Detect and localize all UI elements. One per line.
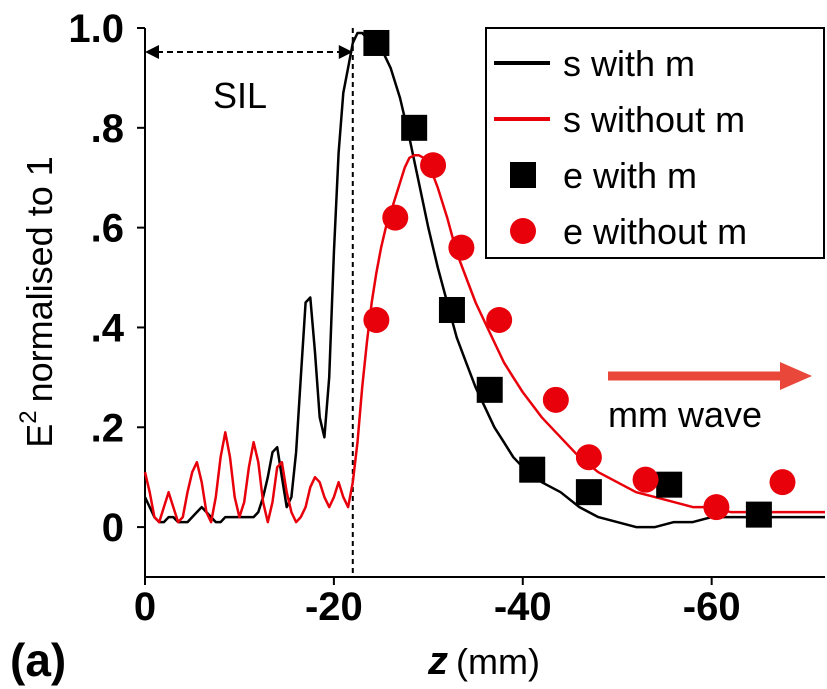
series-2-point-7 — [745, 501, 772, 528]
series-3-point-8 — [703, 494, 730, 521]
series-2-point-4 — [519, 456, 546, 483]
x-tick-label-0: 0 — [134, 585, 156, 629]
series-2-point-5 — [575, 479, 602, 506]
legend: s with m s without m e with m e without m — [485, 27, 825, 259]
y-tick-label-5: 1.0 — [68, 7, 124, 51]
series-3-point-1 — [382, 204, 409, 231]
series-3-point-5 — [542, 386, 569, 413]
y-axis-label-superscript: 2 — [15, 410, 42, 423]
x-tick-group: 0 -20 -40 -60 — [134, 577, 741, 629]
legend-swatch-3 — [510, 218, 536, 244]
series-lines — [143, 31, 825, 529]
legend-swatch-2 — [510, 162, 536, 188]
series-3-point-2 — [420, 152, 447, 179]
sil-annotation: SIL — [145, 28, 354, 577]
series-2-point-1 — [401, 114, 428, 141]
series-line-1 — [143, 154, 825, 524]
series-2-point-6 — [656, 471, 683, 498]
mm-wave-label: mm wave — [608, 394, 762, 435]
series-2-point-0 — [363, 29, 390, 56]
series-2-point-3 — [476, 376, 503, 403]
sil-arrow-left-head — [145, 45, 159, 59]
series-2-point-2 — [438, 296, 465, 323]
y-tick-group: 0 .2 .4 .6 .8 1.0 — [68, 7, 145, 550]
panel-label: (a) — [10, 634, 66, 686]
series-3-point-0 — [363, 306, 390, 333]
y-tick-label-3: .6 — [91, 207, 124, 251]
legend-label-3: e without m — [563, 211, 747, 252]
y-tick-label-0: 0 — [102, 506, 124, 550]
x-tick-label-2: -40 — [494, 585, 552, 629]
y-axis-label-rest: normalised to 1 — [19, 156, 60, 402]
y-axis-label-base: E — [19, 424, 60, 448]
x-axis-label-variable: z — [427, 639, 448, 683]
mm-wave-annotation: mm wave — [608, 362, 812, 435]
legend-label-2: e with m — [563, 155, 697, 196]
series-markers — [363, 29, 796, 528]
legend-box — [485, 27, 825, 259]
y-tick-label-4: .8 — [91, 107, 124, 151]
mm-wave-arrow-head — [780, 362, 812, 390]
series-3-point-7 — [632, 466, 659, 493]
series-3-point-4 — [486, 306, 513, 333]
legend-label-1: s without m — [563, 99, 745, 140]
series-3-point-9 — [769, 469, 796, 496]
series-3-point-3 — [448, 234, 475, 261]
x-tick-label-1: -20 — [305, 585, 363, 629]
y-tick-label-1: .2 — [91, 406, 124, 450]
y-axis-label: E2 normalised to 1 — [15, 156, 60, 448]
legend-label-0: s with m — [563, 43, 695, 84]
legend-items: s with m s without m e with m e without m — [494, 43, 747, 252]
series-3-point-6 — [575, 444, 602, 471]
x-axis-label: z (mm) — [427, 639, 540, 683]
sil-label: SIL — [213, 75, 267, 116]
x-axis-label-unit: (mm) — [456, 641, 540, 682]
sil-arrow-right-head — [338, 45, 353, 59]
x-tick-label-3: -60 — [683, 585, 741, 629]
y-tick-label-2: .4 — [91, 306, 125, 350]
